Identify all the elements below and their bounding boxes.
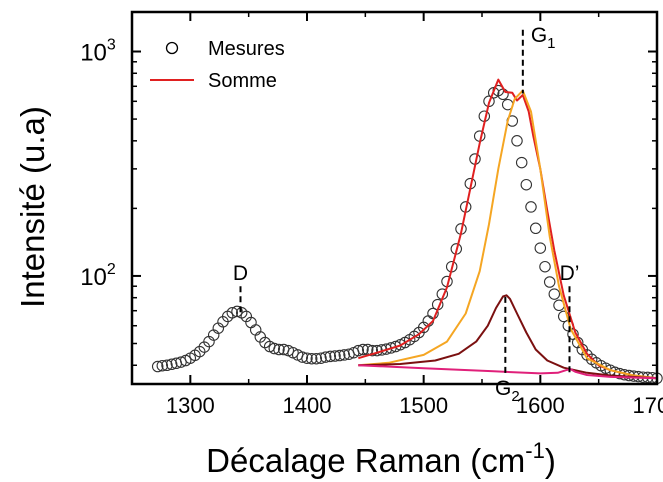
tick-layer: 1300 1400 1500 1600 1700 102 103 xyxy=(80,12,663,418)
data-point xyxy=(324,350,337,363)
series-layer xyxy=(151,78,663,385)
data-point xyxy=(352,344,365,357)
legend-label: Mesures xyxy=(208,38,285,60)
annotation-label: G2 xyxy=(495,377,520,405)
legend-marker-circle xyxy=(165,41,179,55)
data-point xyxy=(329,350,341,362)
series-line-1 xyxy=(358,78,658,380)
x-axis-label-tail: ) xyxy=(545,442,556,479)
data-point xyxy=(310,352,323,365)
x-tick-label: 1600 xyxy=(516,393,565,418)
series-line-3 xyxy=(358,294,658,380)
x-tick-label: 1500 xyxy=(399,393,448,418)
x-axis-label-exponent: -1 xyxy=(525,438,545,463)
annotation-label: D xyxy=(233,262,248,285)
x-tick-label: 1400 xyxy=(283,393,332,418)
annotation-label: D’ xyxy=(560,262,580,285)
data-point xyxy=(520,178,533,191)
data-point xyxy=(231,305,243,318)
x-tick-label: 1700 xyxy=(633,393,663,418)
legend-label: Somme xyxy=(208,70,277,92)
series-measures xyxy=(151,84,663,385)
x-axis-label: Décalage Raman (cm-1) xyxy=(206,438,556,479)
data-point xyxy=(151,360,164,373)
data-point xyxy=(511,135,523,147)
data-point xyxy=(156,359,169,372)
y-axis-label: Intensité (u.a) xyxy=(14,106,51,308)
plot-frame xyxy=(130,10,659,386)
data-point xyxy=(333,349,346,362)
y-tick-label: 102 xyxy=(80,261,116,291)
data-point xyxy=(305,352,318,365)
data-point xyxy=(366,344,379,357)
data-point xyxy=(539,260,551,273)
data-point xyxy=(529,222,542,235)
series-line-2 xyxy=(358,89,658,380)
data-point xyxy=(268,342,281,355)
data-point xyxy=(161,359,173,372)
data-point xyxy=(193,345,206,358)
x-tick-label: 1300 xyxy=(166,393,215,418)
data-point xyxy=(226,307,239,319)
annotation-layer: D G1 G2 D’ xyxy=(233,24,580,405)
y-tick-label: 103 xyxy=(80,37,116,67)
data-point xyxy=(543,276,556,288)
data-point xyxy=(357,343,369,356)
data-point xyxy=(273,343,285,356)
data-point xyxy=(525,201,537,213)
legend: Mesures Somme xyxy=(150,38,285,92)
data-point xyxy=(315,352,327,364)
data-point xyxy=(296,351,309,363)
data-point xyxy=(548,288,561,300)
series-line-4 xyxy=(358,364,658,380)
data-point xyxy=(515,156,528,169)
data-point xyxy=(534,242,547,254)
data-point xyxy=(165,358,178,371)
data-point xyxy=(319,351,332,363)
data-point xyxy=(301,352,313,364)
annotation-label: G1 xyxy=(531,24,556,52)
